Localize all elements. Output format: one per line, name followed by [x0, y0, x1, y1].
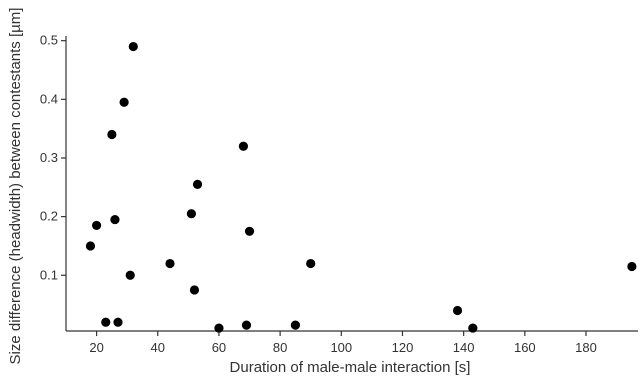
y-tick-label: 0.1 [40, 267, 58, 282]
data-point [306, 258, 316, 269]
data-point [85, 241, 96, 251]
y-axis-title: Size difference (headwidth) between cont… [7, 8, 24, 365]
data-point [214, 323, 224, 333]
x-axis-title: Duration of male-male interaction [s] [230, 359, 471, 376]
x-tick-label: 140 [453, 340, 475, 355]
x-tick-label: 180 [575, 340, 597, 355]
data-point [189, 285, 200, 295]
data-point [452, 305, 463, 316]
data-point [107, 129, 117, 140]
x-tick-label: 100 [330, 340, 352, 355]
plot-area: 0.1 0.2 0.3 0.4 0.5 20 40 60 80 100 120 140 160 180 [40, 33, 638, 355]
data-point [244, 226, 255, 236]
x-tick-label: 40 [151, 340, 165, 355]
data-point [192, 179, 203, 189]
data-point [125, 270, 135, 280]
data-point [468, 323, 478, 333]
data-point [101, 317, 111, 327]
data-point [186, 209, 197, 219]
x-tick-label: 20 [89, 340, 103, 355]
x-tick-label: 160 [514, 340, 536, 355]
y-tick-label: 0.2 [40, 209, 58, 224]
y-tick-label: 0.5 [40, 33, 58, 48]
data-point [119, 97, 129, 107]
data-point [238, 141, 249, 151]
x-tick-label: 60 [212, 340, 226, 355]
data-point [128, 41, 138, 52]
data-point [165, 258, 175, 269]
data-point [241, 320, 252, 330]
x-tick-label: 80 [273, 340, 287, 355]
data-point [113, 317, 123, 327]
data-point [290, 320, 301, 330]
y-tick-label: 0.4 [40, 91, 58, 106]
data-point [91, 220, 102, 231]
x-tick-label: 120 [392, 340, 414, 355]
data-point [627, 261, 637, 272]
y-tick-label: 0.3 [40, 150, 58, 165]
data-point [110, 214, 120, 225]
